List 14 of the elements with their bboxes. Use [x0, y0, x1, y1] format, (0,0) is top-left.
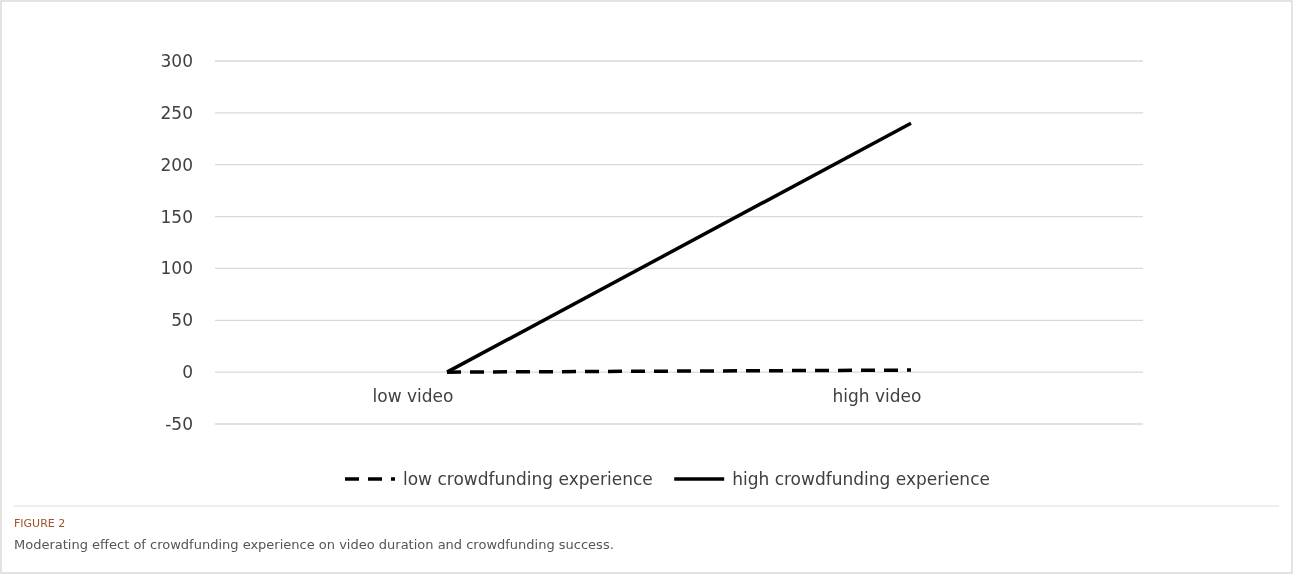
y-tick-label: 300: [160, 51, 193, 71]
x-tick-label: low video: [372, 386, 454, 407]
y-tick-label: 250: [160, 102, 193, 123]
legend-label: low crowdfunding experience: [403, 469, 653, 489]
y-tick-label: 0: [182, 362, 193, 383]
legend-label: high crowdfunding experience: [732, 469, 990, 489]
y-tick-label: 150: [160, 206, 193, 227]
y-tick-label: -50: [165, 414, 193, 434]
y-tick-label: 50: [171, 310, 193, 331]
x-tick-label: high video: [832, 386, 922, 407]
text: FIGURE 2: [14, 517, 66, 530]
y-tick-label: 200: [160, 154, 193, 175]
y-tick-label: 100: [160, 258, 193, 279]
text: Moderating effect of crowdfunding experience on video duration and crowdfunding success.: [14, 537, 614, 552]
